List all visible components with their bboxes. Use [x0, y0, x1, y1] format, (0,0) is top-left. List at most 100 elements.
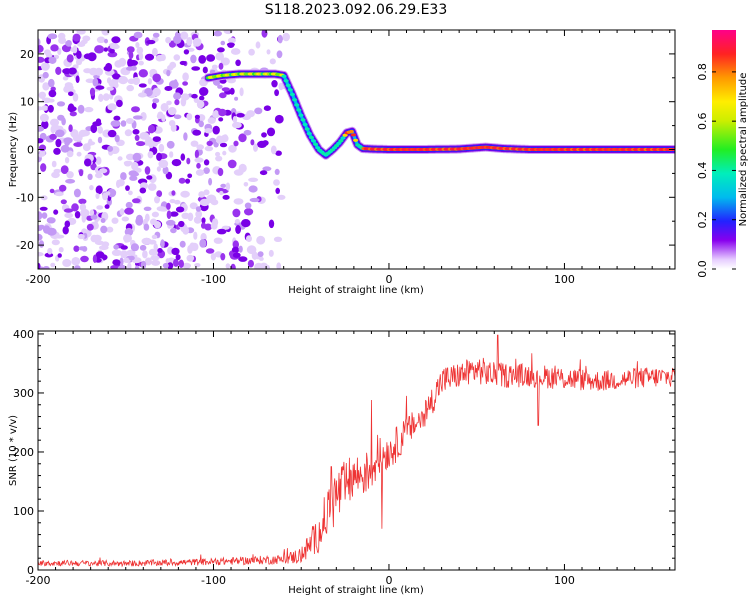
trace-bead — [294, 103, 300, 107]
noise-blob — [127, 190, 133, 196]
noise-blob — [65, 40, 72, 47]
noise-blob — [125, 185, 130, 191]
noise-blob — [193, 231, 198, 240]
noise-blob — [127, 262, 132, 269]
trace-bead — [300, 118, 306, 122]
noise-blob — [219, 142, 228, 148]
noise-blob — [132, 76, 140, 86]
noise-blob — [208, 177, 213, 186]
noise-blob — [266, 49, 271, 55]
noise-blob — [152, 47, 158, 57]
trace-bead — [340, 136, 346, 140]
noise-blob — [175, 254, 181, 261]
noise-blob — [42, 71, 49, 79]
noise-blob — [234, 219, 240, 224]
noise-blob — [110, 265, 121, 269]
noise-blob — [38, 138, 44, 144]
noise-blob — [38, 225, 43, 232]
noise-blob — [89, 87, 96, 97]
noise-blob — [186, 254, 195, 262]
y-tick-label: 10 — [20, 96, 34, 109]
noise-blob — [238, 245, 243, 253]
noise-blob — [104, 38, 108, 44]
noise-blob — [235, 225, 242, 234]
noise-blob — [257, 251, 264, 257]
noise-blob — [262, 140, 269, 146]
x-tick-label: 0 — [385, 574, 392, 587]
noise-blob — [228, 144, 237, 153]
x-tick-label: 100 — [554, 574, 575, 587]
noise-blob — [124, 129, 133, 137]
noise-blob — [225, 182, 231, 191]
noise-blob — [276, 262, 282, 269]
noise-blob — [192, 129, 202, 136]
noise-blob — [126, 84, 134, 92]
noise-blob — [174, 99, 180, 106]
noise-blob — [173, 54, 181, 61]
noise-blob — [232, 121, 242, 129]
noise-blob — [48, 89, 57, 98]
noise-blob — [152, 98, 160, 104]
noise-blob — [124, 161, 132, 167]
noise-blob — [67, 103, 75, 113]
noise-blob — [268, 219, 275, 229]
noise-blob — [130, 243, 139, 252]
noise-blob — [53, 147, 61, 155]
noise-blob — [215, 151, 221, 157]
noise-blob — [223, 30, 234, 35]
noise-blob — [53, 209, 59, 215]
noise-blob — [246, 110, 255, 118]
noise-blob — [220, 57, 230, 66]
noise-blob — [235, 59, 241, 67]
noise-blob — [273, 179, 280, 186]
noise-blob — [128, 255, 135, 261]
noise-blob — [119, 208, 125, 216]
noise-blob — [38, 262, 41, 269]
trace-bead — [338, 139, 344, 143]
noise-blob — [38, 44, 44, 53]
noise-blob — [148, 124, 155, 134]
noise-blob — [77, 233, 85, 240]
noise-blob — [68, 67, 77, 75]
trace-bead — [281, 74, 287, 78]
noise-blob — [274, 89, 279, 97]
trace-bead — [348, 129, 354, 134]
noise-blob — [213, 141, 219, 148]
noise-blob — [144, 257, 152, 266]
noise-blob — [232, 116, 238, 124]
noise-blob — [253, 143, 258, 152]
noise-blob — [63, 208, 74, 213]
noise-blob — [135, 167, 142, 173]
noise-blob — [100, 218, 106, 223]
noise-blob — [95, 251, 105, 259]
noise-blob — [73, 245, 80, 252]
trace-bead — [292, 98, 298, 102]
noise-blob — [195, 206, 202, 212]
noise-blob — [187, 173, 193, 179]
noise-blob — [196, 144, 204, 150]
spectrogram-ylabel: Frequency (Hz) — [8, 112, 19, 188]
noise-blob — [89, 185, 94, 191]
noise-blob — [243, 182, 249, 187]
noise-blob — [107, 51, 118, 58]
noise-blob — [117, 156, 123, 161]
noise-blob — [120, 245, 128, 250]
noise-blob — [194, 149, 199, 159]
x-tick-label: -100 — [201, 574, 226, 587]
noise-blob — [125, 118, 134, 124]
noise-blob — [58, 247, 64, 253]
noise-blob — [118, 76, 128, 85]
noise-blob — [247, 259, 254, 268]
noise-blob — [40, 62, 50, 71]
noise-blob — [191, 66, 201, 71]
noise-blob — [250, 139, 255, 146]
noise-blob — [73, 142, 83, 148]
noise-blob — [218, 62, 224, 70]
trace-bead — [313, 142, 319, 146]
noise-blob — [166, 69, 171, 77]
noise-blob — [152, 32, 160, 38]
noise-blob — [113, 244, 119, 250]
noise-blob — [38, 144, 47, 152]
spectrogram-trace — [203, 69, 675, 160]
noise-blob — [47, 104, 54, 113]
